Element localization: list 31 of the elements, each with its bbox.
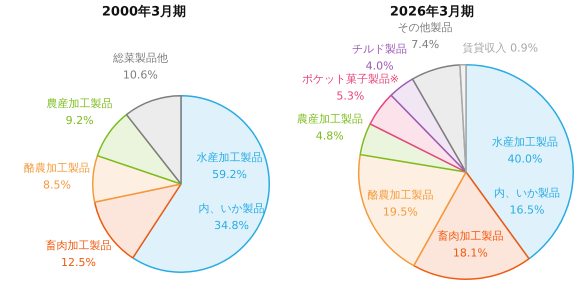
text: 34.8% [214,219,250,232]
slice-label: 畜肉加工製品 [45,239,112,252]
slice-label: 水産加工製品 [196,151,263,164]
slice-label: 農産加工製品 [296,112,363,126]
data-label: 18.1% [452,246,488,260]
text: 内、いか製品 [198,202,265,216]
data-label: 59.2% [212,168,248,182]
slice-label: 水産加工製品 [492,135,558,148]
slice-label: 酪農加工製品 [24,161,90,174]
data-label: 7.4% [411,38,440,51]
slice-label: 酪農加工製品 [367,188,434,202]
slice-label: その他製品 [398,20,453,34]
slice-label: 総菜製品他 [112,51,168,64]
data-label: 10.6% [122,68,158,82]
data-label: 40.0% [508,152,542,166]
chart-title: 2000年3月期 [102,4,186,20]
slice-label: 賃貸収入 0.9% [462,42,538,55]
data-label: 12.5% [60,256,96,270]
slice-label: チルド製品 [352,42,408,56]
data-label: 9.2% [66,114,94,128]
slice-label: 畜肉加工製品 [437,230,504,243]
data-label: 8.5% [42,178,71,192]
text: 16.5% [510,203,544,216]
text: 内、いか製品 [494,186,560,200]
slice-label: 農産加工製品 [46,97,113,110]
data-label: 5.3% [336,89,364,102]
chart-title: 2026年3月期 [390,4,474,20]
data-label: 19.5% [382,206,418,219]
slice-label: ポケット菓子製品※ [302,72,399,86]
data-label: 4.8% [316,130,344,143]
data-label: 4.0% [366,60,394,73]
